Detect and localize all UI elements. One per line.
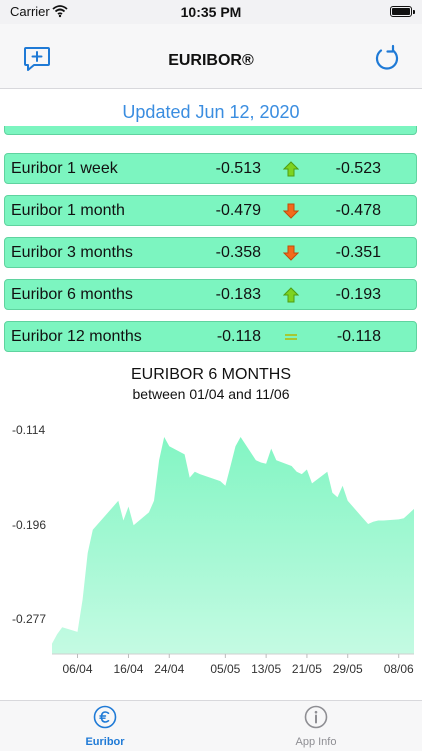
- rate-name: Euribor 12 months: [11, 328, 142, 345]
- x-tick-label: 06/04: [62, 662, 92, 676]
- x-tick-label: 05/05: [210, 662, 240, 676]
- chart-area: [52, 437, 414, 654]
- rate-name: Euribor 6 months: [11, 286, 133, 303]
- y-tick-label: -0.196: [12, 518, 46, 532]
- battery-icon: [390, 6, 415, 17]
- x-tick-label: 24/04: [154, 662, 184, 676]
- rate-row-partial[interactable]: [4, 126, 417, 135]
- x-tick-label: 08/06: [384, 662, 414, 676]
- updated-label: Updated Jun 12, 2020: [122, 102, 300, 122]
- navigation-bar: EURIBOR®: [0, 24, 422, 89]
- euro-icon: [93, 705, 117, 729]
- wifi-icon: [52, 5, 68, 18]
- x-tick-label: 29/05: [333, 662, 363, 676]
- rate-current: -0.183: [215, 286, 261, 303]
- carrier-label: Carrier: [10, 4, 50, 19]
- chart-subtitle: between 01/04 and 11/06: [132, 386, 290, 402]
- trend-down-icon: [283, 203, 299, 219]
- rate-row-3-months[interactable]: Euribor 3 months -0.358 -0.351: [4, 237, 417, 268]
- tab-euribor[interactable]: Euribor: [45, 705, 165, 748]
- x-tick-label: 16/04: [113, 662, 143, 676]
- clock-label: 10:35 PM: [180, 4, 242, 20]
- trend-down-icon: [283, 245, 299, 261]
- rate-current: -0.358: [215, 244, 261, 261]
- rate-name: Euribor 3 months: [11, 244, 133, 261]
- trend-up-icon: [283, 287, 299, 303]
- tab-label: App Info: [295, 736, 337, 748]
- rate-current: -0.118: [216, 328, 261, 345]
- rate-row-1-month[interactable]: Euribor 1 month -0.479 -0.478: [4, 195, 417, 226]
- euribor-6-months-chart: -0.114 -0.196 -0.277 06/04 16/04 24/04 05/05 1…: [12, 423, 414, 676]
- page-title: EURIBOR®: [168, 52, 254, 69]
- x-tick-label: 13/05: [251, 662, 281, 676]
- rate-previous: -0.193: [335, 286, 381, 303]
- status-bar: Carrier 10:35 PM: [0, 0, 422, 24]
- rates-list[interactable]: Euribor 1 week -0.513 -0.523 Euribor 1 m…: [4, 126, 417, 352]
- y-tick-label: -0.277: [12, 612, 46, 626]
- y-tick-label: -0.114: [12, 423, 45, 437]
- x-tick-label: 21/05: [292, 662, 322, 676]
- info-icon: [304, 705, 328, 729]
- rate-current: -0.479: [215, 202, 261, 219]
- trend-up-icon: [283, 161, 299, 177]
- rate-previous: -0.351: [335, 244, 381, 261]
- rate-previous: -0.523: [335, 160, 381, 177]
- rate-name: Euribor 1 month: [11, 202, 125, 219]
- rate-row-1-week[interactable]: Euribor 1 week -0.513 -0.523: [4, 153, 417, 184]
- rate-current: -0.513: [215, 160, 261, 177]
- rate-row-6-months[interactable]: Euribor 6 months -0.183 -0.193: [4, 279, 417, 310]
- trend-equal-icon: [285, 334, 297, 340]
- add-comment-icon[interactable]: [22, 44, 52, 74]
- rate-previous: -0.118: [336, 328, 381, 345]
- rate-name: Euribor 1 week: [11, 160, 118, 177]
- tab-bar: Euribor App Info: [0, 700, 422, 751]
- rate-previous: -0.478: [335, 202, 381, 219]
- chart-title: EURIBOR 6 MONTHS: [130, 366, 291, 383]
- tab-app-info[interactable]: App Info: [256, 705, 376, 748]
- refresh-icon[interactable]: [372, 44, 402, 74]
- rate-row-12-months[interactable]: Euribor 12 months -0.118 -0.118: [4, 321, 417, 352]
- tab-label: Euribor: [85, 736, 125, 748]
